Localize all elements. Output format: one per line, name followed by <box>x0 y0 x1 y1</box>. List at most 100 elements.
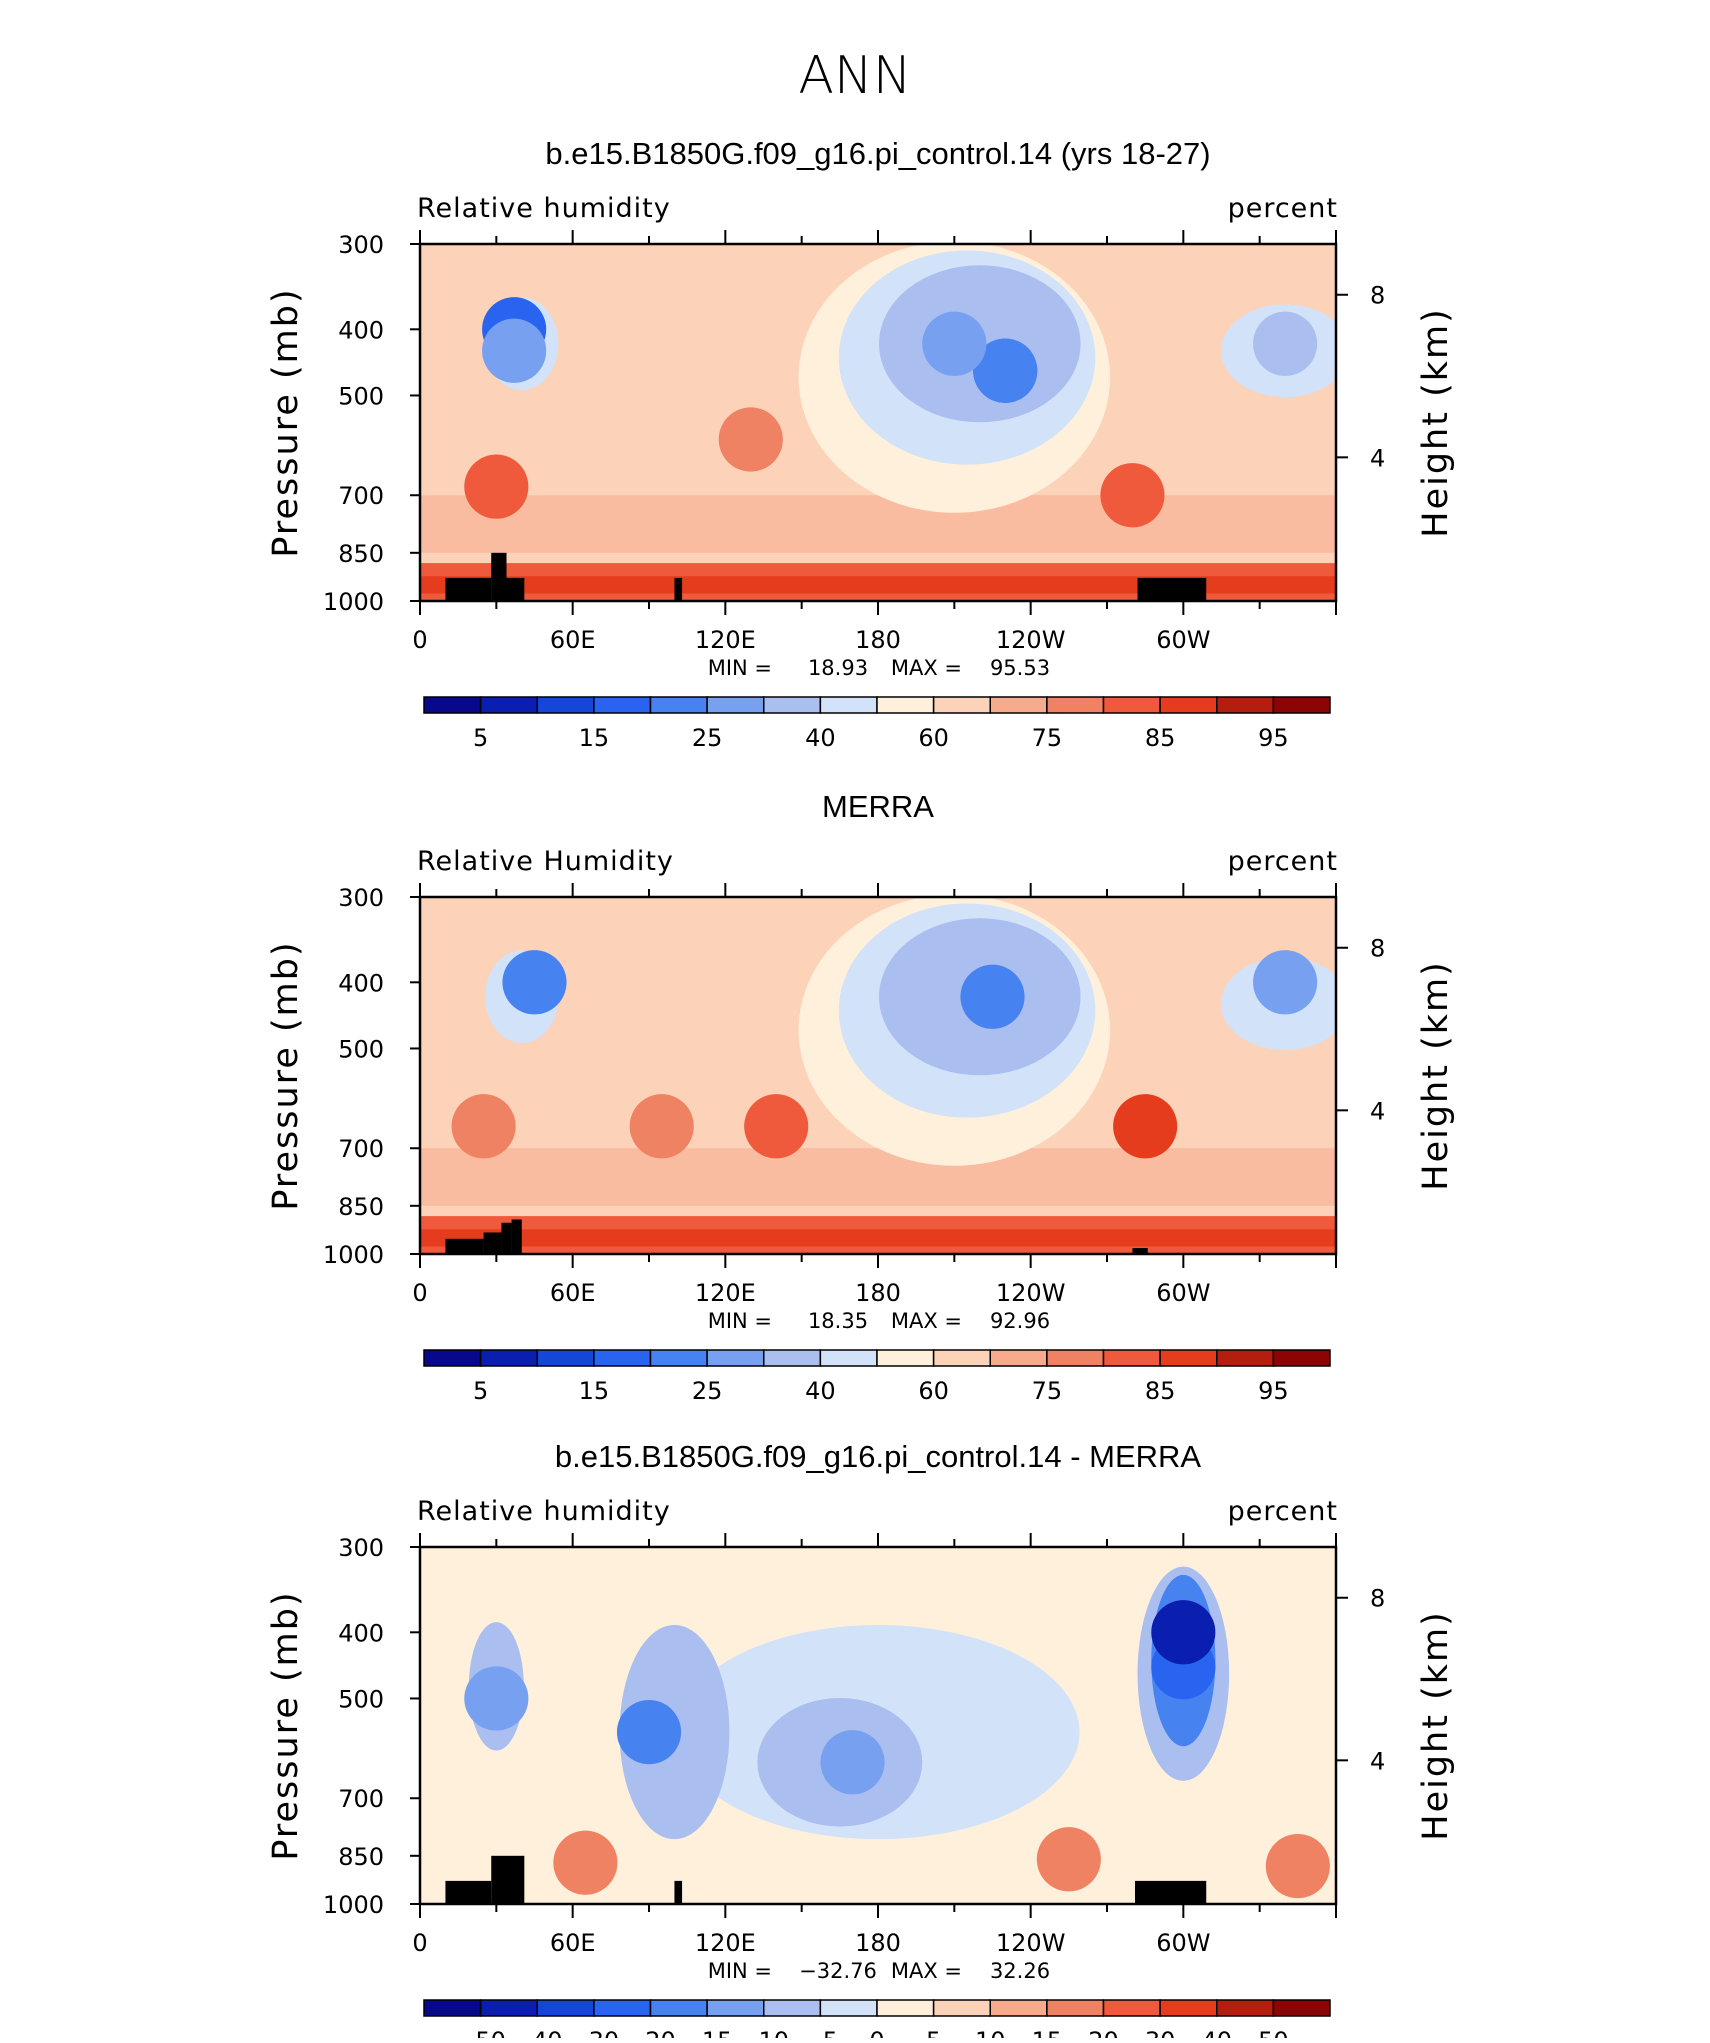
colorbar-swatch-8 <box>819 1349 878 1367</box>
x-tick-label: 0 <box>412 1929 427 1957</box>
y-tick-label: 500 <box>338 1685 384 1713</box>
y-axis-title: Pressure (mb) <box>266 940 306 1210</box>
units-label: percent <box>1228 193 1338 224</box>
figure-title: ANN <box>798 46 911 106</box>
field-band <box>420 576 1336 594</box>
field-feature-4 <box>629 1094 694 1159</box>
y-tick-label: 400 <box>338 969 384 997</box>
field-feature-2 <box>482 318 547 383</box>
colorbar-swatch-5 <box>649 696 708 714</box>
colorbar-swatch-14 <box>1159 1349 1218 1367</box>
field-feature-8 <box>1265 1833 1330 1899</box>
colorbar-label: 50 <box>1258 2027 1289 2038</box>
colorbar-swatch-13 <box>1102 1349 1161 1367</box>
max-label: MAX = <box>891 1959 962 1983</box>
field-feature-7 <box>718 407 783 472</box>
x-tick-label: 120W <box>996 626 1066 654</box>
terrain-block-3 <box>506 577 525 601</box>
terrain-block-2 <box>483 1232 502 1254</box>
y-axis-right-title: Height (km) <box>1416 960 1456 1191</box>
field-feature-4 <box>973 338 1038 403</box>
y-tick-label: 300 <box>338 884 384 912</box>
variable-label: Relative humidity <box>417 1496 671 1527</box>
colorbar-label: −20 <box>625 2027 676 2038</box>
min-label: MIN = <box>708 1309 772 1333</box>
colorbar-swatch-15 <box>1216 1999 1275 2017</box>
variable-label: Relative humidity <box>417 193 671 224</box>
field-band <box>420 1229 1336 1247</box>
height-tick-label: 4 <box>1370 1747 1385 1775</box>
x-tick-label: 120E <box>695 1929 756 1957</box>
field-feature-5 <box>1151 1600 1216 1665</box>
terrain-block-1 <box>445 1880 492 1904</box>
colorbar-label: 95 <box>1258 1377 1289 1405</box>
field-feature-9 <box>1100 463 1165 528</box>
colorbar-swatch-3 <box>536 1999 595 2017</box>
y-tick-label: 300 <box>338 1534 384 1562</box>
field-feature-6 <box>553 1830 618 1895</box>
colorbar-swatch-3 <box>536 696 595 714</box>
x-tick-label: 60W <box>1156 1929 1210 1957</box>
panel-title: b.e15.B1850G.f09_g16.pi_control.14 (yrs … <box>545 136 1210 171</box>
colorbar: 5 15 25 40 60 75 85 95 <box>423 1349 1331 1405</box>
min-value: 18.93 <box>808 656 868 680</box>
field-feature-5 <box>922 311 987 376</box>
colorbar-swatch-12 <box>1046 1349 1105 1367</box>
min-value: 18.35 <box>808 1309 868 1333</box>
field-feature-8 <box>464 454 529 519</box>
y-axis-right-title: Height (km) <box>1416 307 1456 538</box>
colorbar-label: 25 <box>692 724 723 752</box>
terrain-block-5 <box>1137 577 1207 601</box>
contour-field <box>420 244 1336 601</box>
units-label: percent <box>1228 1496 1338 1527</box>
field-feature-3 <box>1253 950 1318 1015</box>
field-feature-3 <box>820 1730 885 1795</box>
y-tick-label: 700 <box>338 1785 384 1813</box>
colorbar-swatch-13 <box>1102 696 1161 714</box>
x-tick-label: 60E <box>550 626 596 654</box>
y-tick-label: 500 <box>338 1035 384 1063</box>
colorbar-label: 20 <box>1088 2027 1119 2038</box>
colorbar-swatch-9 <box>876 1349 935 1367</box>
height-tick-label: 8 <box>1370 282 1385 310</box>
colorbar-label: 85 <box>1145 1377 1176 1405</box>
colorbar-swatch-11 <box>989 1999 1048 2017</box>
variable-label: Relative Humidity <box>417 846 674 877</box>
panel-title: MERRA <box>822 789 934 824</box>
colorbar-swatch-14 <box>1159 696 1218 714</box>
colorbar-label: −40 <box>512 2027 563 2038</box>
colorbar-label: 40 <box>1201 2027 1232 2038</box>
colorbar-label: 15 <box>1032 2027 1063 2038</box>
colorbar-swatch-1 <box>423 696 482 714</box>
colorbar-swatch-6 <box>706 1349 765 1367</box>
x-tick-label: 180 <box>855 626 901 654</box>
max-label: MAX = <box>891 1309 962 1333</box>
y-tick-label: 850 <box>338 540 384 568</box>
y-axis-right-title: Height (km) <box>1416 1610 1456 1841</box>
units-label: percent <box>1228 846 1338 877</box>
colorbar-swatch-5 <box>649 1999 708 2017</box>
colorbar-swatch-2 <box>479 1999 538 2017</box>
colorbar-label: 10 <box>975 2027 1006 2038</box>
colorbar-label: 75 <box>1032 724 1063 752</box>
colorbar-swatch-6 <box>706 1999 765 2017</box>
colorbar-swatch-4 <box>593 1999 652 2017</box>
colorbar-label: 40 <box>805 724 836 752</box>
x-tick-label: 120W <box>996 1929 1066 1957</box>
max-label: MAX = <box>891 656 962 680</box>
colorbar-swatch-10 <box>932 696 991 714</box>
colorbar-label: 0 <box>869 2027 884 2038</box>
colorbar-swatch-16 <box>1272 696 1331 714</box>
colorbar: 5 15 25 40 60 75 85 95 <box>423 696 1331 752</box>
height-tick-label: 8 <box>1370 935 1385 963</box>
max-value: 92.96 <box>990 1309 1050 1333</box>
colorbar-swatch-8 <box>819 1999 878 2017</box>
min-value: −32.76 <box>799 1959 877 1983</box>
field-feature-6 <box>1113 1094 1178 1159</box>
contour-field <box>420 897 1336 1254</box>
y-tick-label: 500 <box>338 382 384 410</box>
field-feature-5 <box>744 1094 809 1159</box>
colorbar-swatch-10 <box>932 1349 991 1367</box>
colorbar-swatch-15 <box>1216 696 1275 714</box>
field-feature-2 <box>960 964 1025 1029</box>
